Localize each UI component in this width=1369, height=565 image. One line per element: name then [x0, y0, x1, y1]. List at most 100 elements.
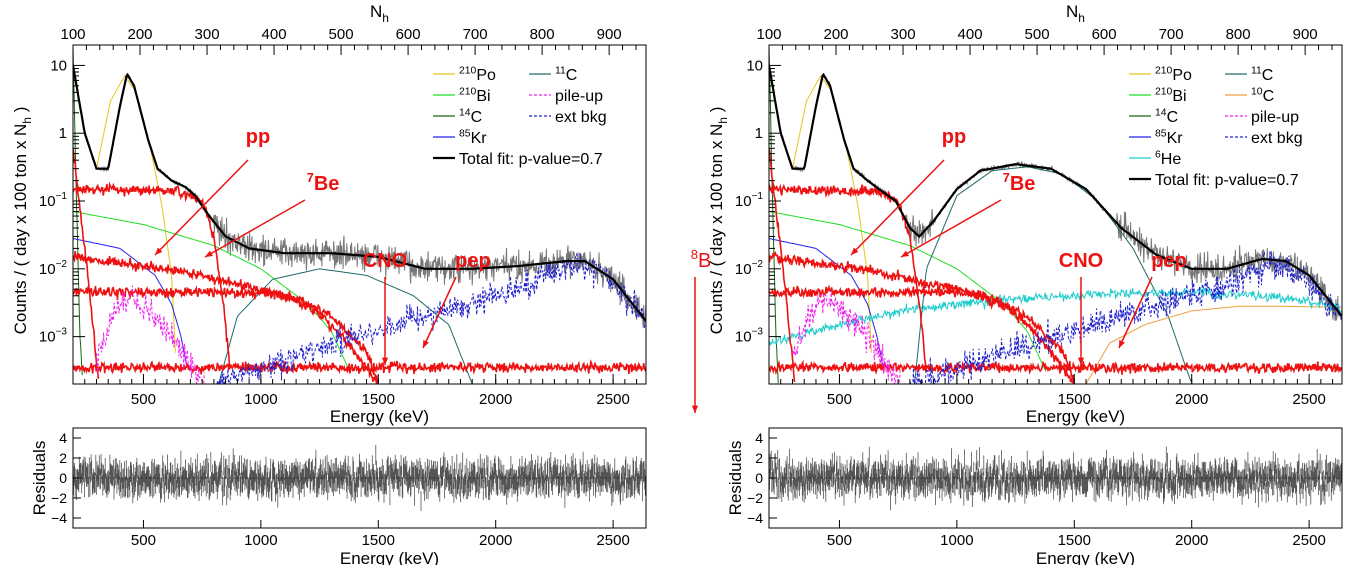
series-pp — [73, 148, 100, 379]
series-he6 — [769, 286, 1342, 347]
top-tick-label: 800 — [1226, 26, 1251, 43]
y-tick-label: −4 — [51, 510, 67, 526]
y-tick-label: 10 — [50, 57, 67, 74]
legend-label-extbkg-text: ext bkg — [1251, 130, 1303, 147]
x-tick-label: 500 — [827, 532, 852, 549]
legend-label-po210-text: 210Po — [459, 66, 496, 84]
legend-label-po210-text: 210Po — [1155, 66, 1192, 84]
legend-label-bi210-text: 210Bi — [459, 87, 491, 105]
series-c10 — [1085, 305, 1342, 384]
series-kr85 — [73, 238, 188, 368]
legend-label-total: Total fit: p-value=0.7 — [459, 151, 603, 168]
x-tick-label: 2500 — [1292, 391, 1325, 408]
y-tick-label: 2 — [755, 450, 763, 466]
series-c14 — [73, 47, 83, 376]
y-tick-label: 10−2 — [735, 259, 764, 278]
x-tick-label: 500 — [827, 391, 852, 408]
series-c11 — [914, 166, 1192, 384]
x-tick-label: 2500 — [596, 391, 629, 408]
y-tick-label: −2 — [51, 490, 67, 506]
x-axis-label: Energy (keV) — [340, 549, 439, 565]
legend-label-kr85-text: 85Kr — [459, 129, 487, 147]
legend-label-bi210-text: 210Bi — [1155, 87, 1187, 105]
legend-label-c11: 11C — [555, 66, 577, 84]
annotation-cno-text: CNO — [1059, 250, 1103, 272]
x-tick-label: 2000 — [479, 391, 512, 408]
legend-label-pileup-text: pile-up — [555, 88, 603, 105]
x-tick-label: 2000 — [479, 532, 512, 549]
x-tick-label: 2500 — [596, 532, 629, 549]
y-tick-label: 10−3 — [39, 327, 68, 346]
legend-label-c14-text: 14C — [459, 108, 482, 126]
series-b8 — [769, 359, 1342, 376]
legend-label-kr85: 85Kr — [1155, 129, 1183, 147]
annotation-pep: pep — [1151, 250, 1187, 272]
series-total — [73, 65, 646, 322]
annotation-arrow — [850, 159, 945, 256]
y-tick-label: 10−3 — [735, 327, 764, 346]
top-tick-label: 400 — [262, 26, 287, 43]
series-kr85 — [769, 238, 884, 368]
legend-label-c10-text: 10C — [1251, 87, 1274, 105]
legend-label-bi210: 210Bi — [459, 87, 491, 105]
x-axis-label: Energy (keV) — [1026, 407, 1125, 426]
y-tick-label: 1 — [59, 125, 67, 142]
top-tick-label: 600 — [396, 26, 421, 43]
x-tick-label: 2000 — [1175, 391, 1208, 408]
series-po210 — [792, 74, 872, 353]
residual-points — [769, 446, 1343, 511]
legend-label-c11-text: 11C — [555, 66, 577, 84]
legend-label-c11: 11C — [1251, 66, 1273, 84]
legend-label-po210: 210Po — [1155, 66, 1192, 84]
annotation-arrow — [154, 159, 249, 256]
x-tick-label: 1500 — [1058, 532, 1091, 549]
y-tick-label: 10−1 — [735, 191, 764, 210]
x-tick-label: 1500 — [362, 391, 395, 408]
annotation-pep-text: pep — [1151, 250, 1187, 272]
legend-label-pileup: pile-up — [1251, 109, 1299, 126]
top-tick-label: 100 — [60, 26, 85, 43]
residual-plot-0: 500 1000 1500 2000 2500 4 2 0 −2 −4 Energy (keV) Re… — [30, 427, 647, 565]
annotation-arrowhead — [901, 250, 909, 257]
top-tick-label: 500 — [1025, 26, 1050, 43]
legend-label-pileup: pile-up — [555, 88, 603, 105]
residual-plot-1: 500 1000 1500 2000 2500 4 2 0 −2 −4 Energy (keV) Re… — [726, 427, 1343, 565]
annotation-arrowhead — [1119, 340, 1125, 348]
x-tick-label: 2000 — [1175, 532, 1208, 549]
legend-label-bi210: 210Bi — [1155, 87, 1187, 105]
legend-label-pileup-text: pile-up — [1251, 109, 1299, 126]
annotation-be-text: 7Be — [307, 170, 340, 195]
residual-points — [73, 445, 647, 511]
top-tick-label: 400 — [958, 26, 983, 43]
legend-label-c14: 14C — [459, 108, 482, 126]
annotation-b: 8B — [691, 247, 712, 272]
annotation-arrowhead — [155, 247, 163, 255]
legend-label-kr85: 85Kr — [459, 129, 487, 147]
series-c14 — [769, 46, 779, 384]
y-tick-label: 4 — [755, 430, 763, 446]
legend-label-c10: 10C — [1251, 87, 1274, 105]
legend-label-total: Total fit: p-value=0.7 — [1155, 172, 1299, 189]
annotation-arrowhead — [205, 250, 213, 257]
series-pileup — [792, 290, 901, 384]
series-po210 — [96, 74, 176, 353]
x-tick-label: 1000 — [940, 532, 973, 549]
annotation-pp: pp — [942, 126, 966, 148]
top-axis-label: Nh — [1066, 2, 1085, 25]
x-tick-label: 1500 — [1058, 391, 1091, 408]
x-axis-label: Energy (keV) — [1036, 549, 1135, 565]
legend-label-kr85-text: 85Kr — [1155, 129, 1183, 147]
series-pp — [769, 148, 796, 383]
annotation-arrow — [204, 199, 306, 258]
x-tick-label: 1000 — [244, 532, 277, 549]
top-tick-label: 300 — [195, 26, 220, 43]
y-tick-label: −4 — [747, 510, 763, 526]
series-total — [769, 65, 1342, 317]
top-tick-label: 100 — [756, 26, 781, 43]
annotation-pep-text: pep — [455, 250, 491, 272]
annotation-be-text: 7Be — [1003, 170, 1036, 195]
annotation-cno: CNO — [363, 250, 407, 272]
